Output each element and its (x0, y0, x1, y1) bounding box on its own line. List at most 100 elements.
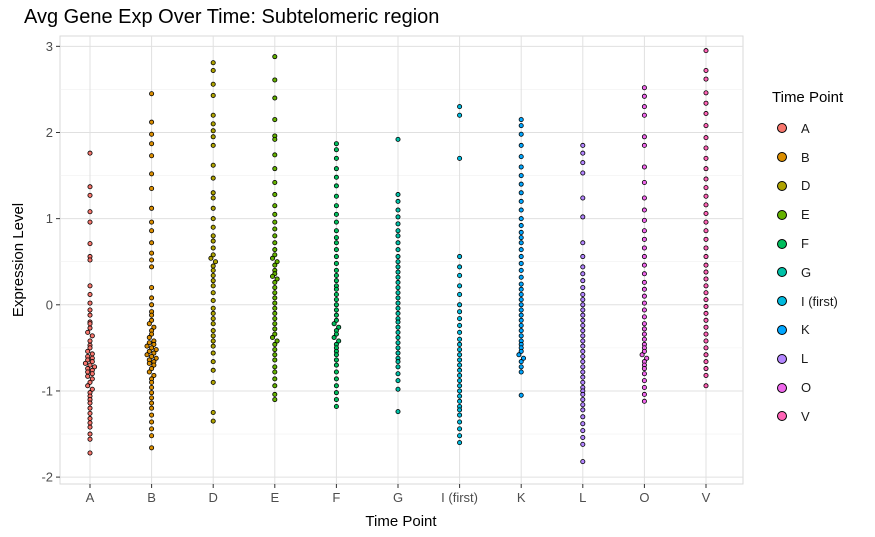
data-point (641, 195, 647, 201)
data-point (518, 229, 524, 235)
data-point (272, 279, 278, 285)
data-point (333, 291, 339, 297)
data-point (703, 290, 709, 296)
data-point (703, 76, 709, 82)
data-point (395, 350, 401, 356)
data-point (272, 247, 278, 253)
data-point (703, 331, 709, 337)
data-point (210, 252, 216, 258)
data-point (144, 352, 150, 358)
data-point (146, 360, 152, 366)
data-point (333, 403, 339, 409)
data-point (580, 434, 586, 440)
data-point (210, 310, 216, 316)
data-point (518, 322, 524, 328)
data-point (395, 300, 401, 306)
data-point (641, 271, 647, 277)
data-point (269, 335, 275, 341)
data-point (144, 343, 150, 349)
data-point (272, 77, 278, 83)
data-point (272, 152, 278, 158)
data-point (518, 131, 524, 137)
data-point (518, 216, 524, 222)
data-point (272, 352, 278, 358)
data-point (333, 383, 339, 389)
legend-item: V (772, 402, 872, 431)
x-tick-label: G (393, 490, 403, 505)
data-point (518, 359, 524, 365)
data-point (210, 328, 216, 334)
data-point (87, 405, 93, 411)
data-point (210, 418, 216, 424)
data-point (641, 179, 647, 185)
data-point (87, 424, 93, 430)
data-point (580, 322, 586, 328)
data-point (149, 400, 155, 406)
data-point (580, 195, 586, 201)
data-point (457, 309, 463, 315)
legend-item: K (772, 316, 872, 345)
data-point (85, 373, 91, 379)
data-point (153, 347, 159, 353)
data-point (457, 302, 463, 308)
data-point (580, 402, 586, 408)
data-point (518, 154, 524, 160)
data-point (149, 379, 155, 385)
data-point (87, 283, 93, 289)
data-point (272, 179, 278, 185)
data-point (518, 291, 524, 297)
data-point (87, 362, 93, 368)
data-point (272, 219, 278, 225)
data-point (210, 305, 216, 311)
data-point (272, 203, 278, 209)
data-point (272, 364, 278, 370)
legend-swatch (777, 296, 787, 307)
data-point (395, 264, 401, 270)
legend-swatch (777, 209, 787, 220)
data-point (333, 211, 339, 217)
data-point (146, 340, 152, 346)
data-point (149, 426, 155, 432)
data-point (87, 431, 93, 437)
data-point (210, 409, 216, 415)
data-point (210, 134, 216, 140)
data-point (210, 60, 216, 66)
data-point (457, 254, 463, 260)
data-point (272, 376, 278, 382)
data-point (580, 459, 586, 465)
data-point (395, 364, 401, 370)
data-points (82, 48, 709, 465)
data-point (151, 372, 157, 378)
data-point (580, 348, 586, 354)
data-point (641, 207, 647, 213)
data-point (457, 398, 463, 404)
data-point (272, 192, 278, 198)
data-point (703, 210, 709, 216)
data-point (457, 407, 463, 413)
data-point (333, 273, 339, 279)
data-point (518, 254, 524, 260)
data-point (333, 376, 339, 382)
data-point (641, 321, 647, 327)
data-point (457, 378, 463, 384)
data-point (87, 257, 93, 263)
data-point (395, 221, 401, 227)
data-point (641, 112, 647, 118)
data-point (151, 362, 157, 368)
data-point (149, 302, 155, 308)
data-point (703, 269, 709, 275)
data-point (641, 336, 647, 342)
data-point (457, 383, 463, 389)
legend-label: V (801, 408, 810, 424)
data-point (333, 240, 339, 246)
data-point (82, 360, 88, 366)
data-point (210, 128, 216, 134)
data-point (87, 150, 93, 156)
data-point (395, 310, 401, 316)
data-point (395, 295, 401, 301)
data-point (395, 279, 401, 285)
data-point (641, 85, 647, 91)
data-point (518, 260, 524, 266)
data-point (333, 297, 339, 303)
data-point (149, 141, 155, 147)
